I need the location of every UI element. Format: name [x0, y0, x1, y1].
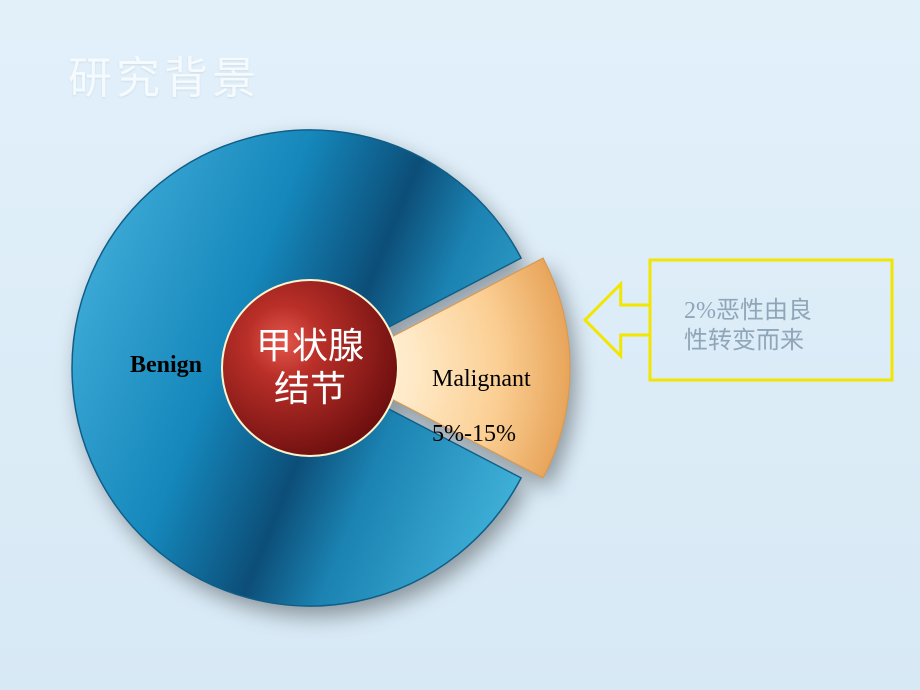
center-label-line2: 结节 [274, 369, 346, 409]
center-label-line1: 甲状腺 [256, 326, 364, 366]
callout-arrow [585, 284, 650, 356]
label-malignant-line1: Malignant [432, 366, 531, 392]
callout-text-line2: 性转变而来 [684, 328, 804, 354]
callout-text: 2%恶性由良 性转变而来 [684, 296, 812, 356]
callout-text-line1: 2%恶性由良 [684, 298, 812, 324]
label-malignant: Malignant 5%-15% [420, 338, 531, 448]
label-malignant-line2: 5%-15% [432, 421, 516, 447]
center-label: 甲状腺 结节 [256, 325, 364, 411]
label-benign: Benign [130, 352, 202, 380]
